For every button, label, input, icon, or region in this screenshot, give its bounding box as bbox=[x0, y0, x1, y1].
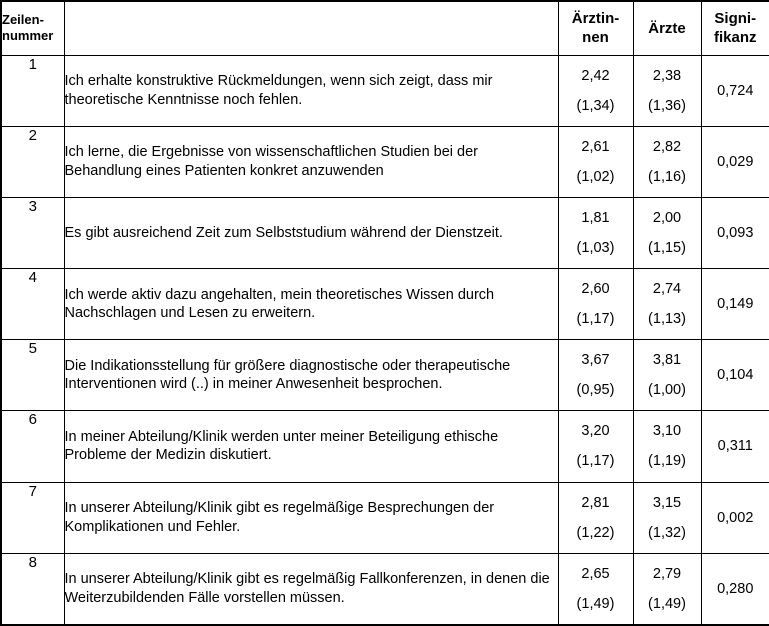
aerztinnen-mean: 2,61 bbox=[581, 138, 610, 155]
aerzte-sd: (1,36) bbox=[648, 97, 686, 114]
aerzte-sd: (1,00) bbox=[648, 382, 686, 399]
signifikanz-cell: 0,724 bbox=[700, 54, 769, 127]
row-number: 7 bbox=[0, 481, 65, 554]
table-row: 6 In meiner Abteilung/Klinik werden unte… bbox=[0, 410, 769, 483]
aerzte-mean: 3,15 bbox=[652, 494, 682, 511]
aerztinnen-cell: 3,20 (1,17) bbox=[557, 410, 634, 483]
aerzte-cell: 2,79 (1,49) bbox=[632, 552, 702, 626]
row-statement: Es gibt ausreichend Zeit zum Selbststudi… bbox=[63, 196, 559, 270]
aerztinnen-sd: (1,02) bbox=[576, 168, 615, 185]
signifikanz-cell: 0,029 bbox=[700, 125, 769, 198]
row-number: 5 bbox=[0, 339, 65, 412]
aerzte-mean: 2,74 bbox=[652, 281, 682, 298]
table-row: 8 In unserer Abteilung/Klinik gibt es re… bbox=[0, 552, 769, 626]
aerztinnen-sd: (1,17) bbox=[576, 453, 615, 470]
aerztinnen-sd: (1,17) bbox=[576, 311, 615, 328]
table-row: 1 Ich erhalte konstruktive Rückmeldungen… bbox=[0, 54, 769, 127]
signifikanz-cell: 0,149 bbox=[700, 268, 769, 341]
aerztinnen-mean: 2,65 bbox=[581, 565, 610, 582]
aerztinnen-cell: 2,65 (1,49) bbox=[557, 552, 634, 626]
aerztinnen-cell: 2,60 (1,17) bbox=[557, 268, 634, 341]
aerzte-mean: 3,81 bbox=[652, 352, 682, 369]
table-body: 1 Ich erhalte konstruktive Rückmeldungen… bbox=[0, 54, 769, 626]
aerztinnen-sd: (0,95) bbox=[576, 382, 615, 399]
aerzte-mean: 2,82 bbox=[652, 138, 682, 155]
signifikanz-cell: 0,280 bbox=[700, 552, 769, 626]
row-statement: Ich werde aktiv dazu angehalten, mein th… bbox=[63, 268, 559, 341]
signifikanz-cell: 0,002 bbox=[700, 481, 769, 554]
aerztinnen-sd: (1,34) bbox=[576, 97, 615, 114]
aerzte-mean: 3,10 bbox=[652, 423, 682, 440]
aerztinnen-mean: 2,60 bbox=[581, 281, 610, 298]
row-number: 4 bbox=[0, 268, 65, 341]
signifikanz-cell: 0,311 bbox=[700, 410, 769, 483]
aerztinnen-mean: 2,81 bbox=[581, 494, 610, 511]
header-zeilennummer: Zeilen- nummer bbox=[0, 0, 65, 56]
aerztinnen-sd: (1,49) bbox=[576, 595, 615, 612]
header-row: Zeilen- nummer Ärztin- nen Ärzte Signi- … bbox=[0, 0, 769, 56]
aerzte-sd: (1,13) bbox=[648, 311, 686, 328]
aerzte-cell: 3,81 (1,00) bbox=[632, 339, 702, 412]
aerztinnen-mean: 1,81 bbox=[581, 209, 610, 226]
aerztinnen-sd: (1,03) bbox=[576, 239, 615, 256]
row-statement: Ich erhalte konstruktive Rückmeldungen, … bbox=[63, 54, 559, 127]
aerztinnen-sd: (1,22) bbox=[576, 524, 615, 541]
aerztinnen-mean: 3,67 bbox=[581, 352, 610, 369]
aerzte-sd: (1,32) bbox=[648, 524, 686, 541]
aerzte-cell: 2,38 (1,36) bbox=[632, 54, 702, 127]
aerzte-cell: 2,00 (1,15) bbox=[632, 196, 702, 270]
row-statement: In meiner Abteilung/Klinik werden unter … bbox=[63, 410, 559, 483]
table-row: 7 In unserer Abteilung/Klinik gibt es re… bbox=[0, 481, 769, 554]
aerzte-cell: 3,15 (1,32) bbox=[632, 481, 702, 554]
table-header: Zeilen- nummer Ärztin- nen Ärzte Signi- … bbox=[0, 0, 769, 56]
aerzte-cell: 2,74 (1,13) bbox=[632, 268, 702, 341]
aerzte-sd: (1,16) bbox=[648, 168, 686, 185]
aerztinnen-cell: 2,42 (1,34) bbox=[557, 54, 634, 127]
row-number: 2 bbox=[0, 125, 65, 198]
row-number: 6 bbox=[0, 410, 65, 483]
table-row: 5 Die Indikationsstellung für größere di… bbox=[0, 339, 769, 412]
aerzte-sd: (1,19) bbox=[648, 453, 686, 470]
aerzte-mean: 2,00 bbox=[652, 209, 682, 226]
header-aerztinnen: Ärztin- nen bbox=[557, 0, 634, 56]
row-statement: In unserer Abteilung/Klinik gibt es rege… bbox=[63, 552, 559, 626]
signifikanz-cell: 0,093 bbox=[700, 196, 769, 270]
row-statement: Die Indikationsstellung für größere diag… bbox=[63, 339, 559, 412]
table-row: 4 Ich werde aktiv dazu angehalten, mein … bbox=[0, 268, 769, 341]
table-row: 2 Ich lerne, die Ergebnisse von wissensc… bbox=[0, 125, 769, 198]
aerztinnen-cell: 1,81 (1,03) bbox=[557, 196, 634, 270]
header-aerzte: Ärzte bbox=[632, 0, 702, 56]
aerztinnen-mean: 2,42 bbox=[581, 67, 610, 84]
row-statement: In unserer Abteilung/Klinik gibt es rege… bbox=[63, 481, 559, 554]
row-statement: Ich lerne, die Ergebnisse von wissenscha… bbox=[63, 125, 559, 198]
header-statement bbox=[63, 0, 559, 56]
aerzte-mean: 2,38 bbox=[652, 67, 682, 84]
row-number: 1 bbox=[0, 54, 65, 127]
aerzte-cell: 3,10 (1,19) bbox=[632, 410, 702, 483]
header-signifikanz: Signi- fikanz bbox=[700, 0, 769, 56]
aerzte-sd: (1,15) bbox=[648, 239, 686, 256]
aerzte-mean: 2,79 bbox=[652, 565, 682, 582]
aerztinnen-cell: 2,81 (1,22) bbox=[557, 481, 634, 554]
aerzte-sd: (1,49) bbox=[648, 595, 686, 612]
aerztinnen-mean: 3,20 bbox=[581, 423, 610, 440]
aerzte-cell: 2,82 (1,16) bbox=[632, 125, 702, 198]
signifikanz-cell: 0,104 bbox=[700, 339, 769, 412]
aerztinnen-cell: 2,61 (1,02) bbox=[557, 125, 634, 198]
aerztinnen-cell: 3,67 (0,95) bbox=[557, 339, 634, 412]
table-row: 3 Es gibt ausreichend Zeit zum Selbststu… bbox=[0, 196, 769, 270]
row-number: 3 bbox=[0, 196, 65, 270]
row-number: 8 bbox=[0, 552, 65, 626]
